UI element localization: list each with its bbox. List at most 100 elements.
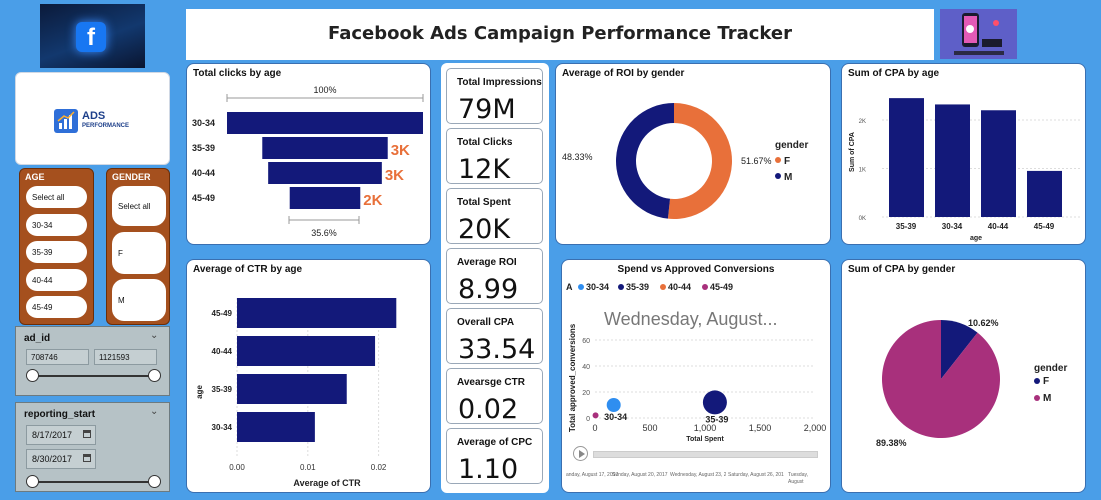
kpi-label: Total Spent [457, 197, 511, 208]
kpi-label: Average of CPC [457, 437, 533, 448]
y-tick-label: 40 [582, 364, 590, 371]
x-tick-label: 2,000 [804, 423, 827, 433]
logo-subtext: PERFORMANCE [82, 123, 130, 129]
x-tick-label: 0.01 [300, 463, 316, 472]
chart-title: Total clicks by age [193, 68, 282, 79]
y-axis-label: Sum of CPA [849, 132, 856, 172]
reporting-start-from-input[interactable]: 8/17/2017 [26, 425, 96, 445]
ad-id-slider-handle-min[interactable] [26, 369, 39, 382]
play-axis-value: Wednesday, August... [604, 309, 777, 329]
play-button[interactable] [573, 446, 588, 461]
ads-performance-logo-card: ADS PERFORMANCE [15, 72, 170, 165]
kpi-label: Avearsge CTR [457, 377, 525, 388]
age-option-40-44[interactable]: 40-44 [26, 269, 87, 291]
funnel-bar [289, 187, 361, 209]
roi-by-gender-card: Average of ROI by gender gender 51.67% 48… [555, 63, 831, 245]
x-tick-label: 40-44 [988, 222, 1009, 231]
date-slider-handle-max[interactable] [148, 475, 161, 488]
roi-by-gender-chart: gender 51.67% 48.33% FM [562, 103, 808, 220]
timeline-track[interactable] [593, 451, 818, 458]
kpi-card: Total Clicks 12K [446, 128, 543, 185]
age-option-45-49[interactable]: 45-49 [26, 296, 87, 318]
legend-marker [578, 284, 584, 290]
ctr-bar [237, 412, 315, 442]
legend-marker [618, 284, 624, 290]
ctr-bar [237, 298, 397, 328]
date-slider-track [33, 481, 155, 483]
chevron-down-icon[interactable]: ⌄ [150, 330, 159, 341]
legend-label: 30-34 [586, 282, 609, 292]
kpi-label: Total Clicks [457, 137, 513, 148]
data-label: 3K [385, 167, 404, 184]
y-tick-label: 2K [859, 119, 866, 125]
scatter-point [606, 398, 621, 412]
legend-label: 35-39 [626, 282, 649, 292]
data-label: 3K [391, 142, 410, 159]
facebook-icon: f [76, 22, 106, 52]
x-tick-label: 45-49 [1034, 222, 1055, 231]
y-tick-label: 1K [859, 167, 866, 173]
title-bar: Facebook Ads Campaign Performance Tracke… [186, 9, 934, 60]
x-tick-label: 30-34 [942, 222, 963, 231]
gender-option-m[interactable]: M [112, 279, 166, 321]
reporting-start-slicer: reporting_start ⌄ 8/17/2017 8/30/2017 [15, 402, 170, 492]
gender-slicer-title: GENDER [112, 172, 151, 182]
legend-label: M [784, 172, 792, 183]
play-icon [579, 450, 585, 458]
chart-title: Sum of CPA by age [848, 68, 940, 79]
ad-id-max-input[interactable]: 1121593 [94, 349, 157, 365]
category-label: 45-49 [192, 193, 215, 203]
category-label: 40-44 [212, 347, 233, 356]
x-axis-label: Average of CTR [293, 478, 361, 488]
legend-marker [1034, 395, 1040, 401]
logo-text: ADS [82, 110, 106, 122]
scatter-point [592, 412, 599, 419]
kpi-card: Total Impressions 79M [446, 68, 543, 125]
date-slider-handle-min[interactable] [26, 475, 39, 488]
age-option-35-39[interactable]: 35-39 [26, 241, 87, 263]
reporting-start-to-input[interactable]: 8/30/2017 [26, 449, 96, 469]
age-slicer: AGE Select all 30-34 35-39 40-44 45-49 [19, 168, 94, 325]
x-tick-label: 35-39 [896, 222, 917, 231]
y-tick-label: 60 [582, 338, 590, 345]
ad-id-slider-handle-max[interactable] [148, 369, 161, 382]
reporting-start-title: reporting_start [24, 409, 96, 420]
chart-title: Spend vs Approved Conversions [617, 264, 775, 275]
x-tick-label: 0 [592, 423, 597, 433]
funnel-bar [227, 112, 423, 134]
ctr-bar [237, 374, 347, 404]
cpa-bar [889, 98, 924, 217]
legend-marker [775, 157, 781, 163]
slice-label: 10.62% [968, 318, 999, 328]
chevron-down-icon[interactable]: ⌄ [150, 406, 159, 417]
legend-label: 40-44 [668, 282, 691, 292]
x-tick-label: 500 [642, 423, 657, 433]
cpa-by-gender-card: Sum of CPA by gender gender 10.62% 89.38%… [841, 259, 1086, 493]
age-option-30-34[interactable]: 30-34 [26, 214, 87, 236]
age-option-select-all[interactable]: Select all [26, 186, 87, 208]
kpi-value: 1.10 [458, 454, 519, 485]
calendar-icon[interactable] [83, 454, 91, 462]
ad-id-min-input[interactable]: 708746 [26, 349, 89, 365]
x-tick-label: 1,000 [694, 423, 717, 433]
x-tick-label: 1,500 [749, 423, 772, 433]
date-from-value: 8/17/2017 [32, 430, 73, 440]
legend-marker [660, 284, 666, 290]
chart-title: Average of CTR by age [193, 264, 303, 275]
calendar-icon[interactable] [83, 430, 91, 438]
cpa-by-age-card: Sum of CPA by age Sum of CPA age 0K 1K 2K 3… [841, 63, 1086, 245]
kpi-card: Avearsge CTR 0.02 [446, 368, 543, 425]
funnel-bar [262, 137, 388, 159]
phone-illustration [940, 9, 1017, 59]
slice-label: 48.33% [562, 152, 593, 162]
point-label: 35-39 [705, 414, 728, 424]
legend-label: M [1043, 393, 1051, 404]
gender-option-select-all[interactable]: Select all [112, 186, 166, 226]
gender-option-f[interactable]: F [112, 232, 166, 274]
category-label: 35-39 [212, 385, 233, 394]
date-to-value: 8/30/2017 [32, 454, 73, 464]
x-tick-label: 0.00 [229, 463, 245, 472]
ad-id-slicer: ad_id ⌄ 708746 1121593 [15, 326, 170, 396]
clicks-by-age-chart: 100% 35.6% 30-34 35-39 3K 40-44 3K 45-49 2K [192, 85, 424, 238]
spend-vs-conversions-chart: A Total approved_conversions Total Spent… [566, 282, 827, 443]
